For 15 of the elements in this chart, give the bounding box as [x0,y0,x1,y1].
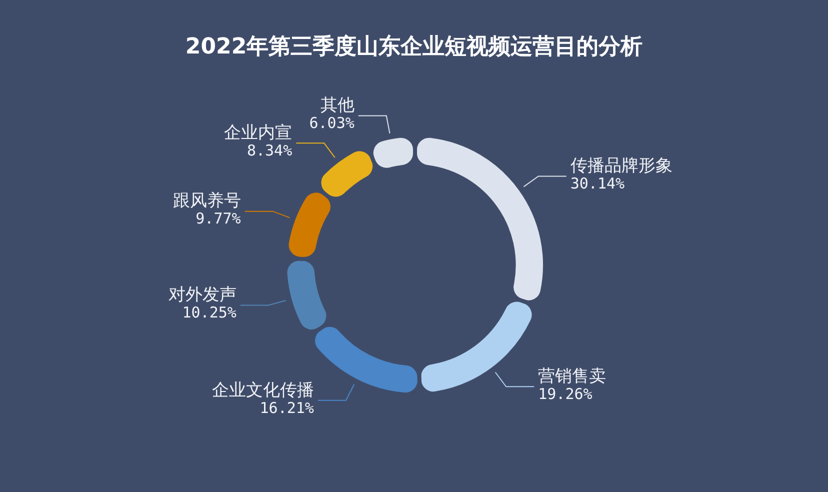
data-label: 16.21% [260,398,314,417]
data-label: 9.77% [196,210,241,228]
data-label: 19.26% [538,385,592,404]
slice-label: 营销售卖 [538,366,606,387]
data-label: 8.34% [246,142,292,160]
slice-label: 传播品牌形象 [570,156,672,176]
slice-label: 对外发声 [168,285,236,306]
data-label: 6.03% [309,114,354,132]
slice-label: 企业文化传播 [212,380,314,400]
slice-label: 其他 [320,96,354,116]
chart-title: 2022年第三季度山东企业短视频运营目的分析 [185,34,643,60]
data-label: 30.14% [570,174,625,193]
data-label: 10.25% [182,304,236,322]
slice-label: 企业内宣 [224,123,292,144]
slice-label: 跟风养号 [172,191,241,212]
